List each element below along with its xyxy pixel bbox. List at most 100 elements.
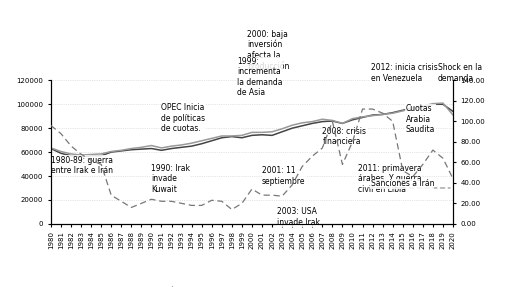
Demanda <box>229 134 235 138</box>
Demanda <box>289 123 295 127</box>
Demanda <box>239 134 245 137</box>
Producción <box>239 136 245 139</box>
Precios años 2018 <box>168 199 175 203</box>
Text: Cuotas
Arabia
Saudita: Cuotas Arabia Saudita <box>406 104 435 134</box>
Precios años 2018 <box>279 195 285 198</box>
Text: 2008: crisis
financiera: 2008: crisis financiera <box>322 127 366 146</box>
Precios años 2018 <box>269 193 275 197</box>
Precios años 2018 <box>88 159 94 162</box>
Text: Sanciones a Irán: Sanciones a Irán <box>371 179 434 188</box>
Demanda <box>219 134 225 138</box>
Producción <box>289 127 295 130</box>
Producción <box>359 116 365 119</box>
Producción <box>179 146 185 149</box>
Demanda <box>48 146 54 150</box>
Precios años 2018 <box>158 199 164 203</box>
Precios años 2018 <box>390 120 396 123</box>
Precios años 2018 <box>350 140 356 144</box>
Precios años 2018 <box>58 132 64 135</box>
Producción <box>299 124 305 127</box>
Demanda <box>269 130 275 133</box>
Demanda <box>279 127 285 131</box>
Producción <box>128 148 134 152</box>
Demanda <box>58 150 64 153</box>
Demanda <box>400 109 406 113</box>
Producción <box>68 154 74 157</box>
Producción <box>158 149 164 152</box>
Producción <box>430 102 436 106</box>
Precios años 2018 <box>239 202 245 205</box>
Text: 2000: baja
inversión
afecta la
producción: 2000: baja inversión afecta la producció… <box>247 30 289 71</box>
Producción <box>78 155 84 159</box>
Demanda <box>189 141 195 145</box>
Producción <box>420 105 426 108</box>
Line: Producción: Producción <box>51 104 453 157</box>
Producción <box>440 102 446 106</box>
Producción <box>249 134 255 137</box>
Precios años 2018 <box>138 202 145 205</box>
Producción <box>138 148 145 151</box>
Precios años 2018 <box>149 197 155 201</box>
Producción <box>259 133 265 137</box>
Demanda <box>209 137 215 140</box>
Text: 1980-89: guerra
entre Irak e Irán: 1980-89: guerra entre Irak e Irán <box>51 156 113 175</box>
Demanda <box>430 102 436 105</box>
Precios años 2018 <box>189 204 195 207</box>
Precios años 2018 <box>209 199 215 202</box>
Precios años 2018 <box>299 165 305 168</box>
Producción <box>229 135 235 138</box>
Precios años 2018 <box>229 208 235 211</box>
Producción <box>319 120 325 123</box>
Precios años 2018 <box>430 148 436 152</box>
Producción <box>410 106 416 110</box>
Producción <box>98 154 104 157</box>
Demanda <box>309 120 316 123</box>
Precios años 2018 <box>340 163 346 166</box>
Text: OPEC Inicia
de políticas
de cuotas.: OPEC Inicia de políticas de cuotas. <box>161 103 206 133</box>
Demanda <box>359 115 365 119</box>
Producción <box>269 134 275 137</box>
Line: Precios años 2018: Precios años 2018 <box>51 109 453 210</box>
Text: 2012: inicia crisis
en Venezuela: 2012: inicia crisis en Venezuela <box>371 63 437 83</box>
Demanda <box>149 144 155 147</box>
Precios años 2018 <box>219 199 225 203</box>
Producción <box>309 122 316 125</box>
Precios años 2018 <box>199 204 205 207</box>
Producción <box>340 122 346 125</box>
Producción <box>279 130 285 133</box>
Demanda <box>138 146 145 149</box>
Demanda <box>249 131 255 134</box>
Precios años 2018 <box>329 120 335 123</box>
Precios años 2018 <box>309 154 316 158</box>
Demanda <box>390 112 396 115</box>
Precios años 2018 <box>420 163 426 166</box>
Precios años 2018 <box>410 175 416 179</box>
Precios años 2018 <box>128 206 134 209</box>
Precios años 2018 <box>450 177 456 181</box>
Producción <box>88 154 94 157</box>
Producción <box>219 136 225 139</box>
Demanda <box>380 113 386 116</box>
Demanda <box>158 146 164 150</box>
Demanda <box>319 117 325 121</box>
Demanda <box>199 139 205 142</box>
Producción <box>400 108 406 112</box>
Demanda <box>370 114 376 117</box>
Precios años 2018 <box>78 152 84 156</box>
Precios años 2018 <box>68 144 74 148</box>
Precios años 2018 <box>118 199 124 203</box>
Text: 2011: primavera
árabes. Y guerra
civil en Libia: 2011: primavera árabes. Y guerra civil e… <box>357 164 421 194</box>
Demanda <box>68 152 74 156</box>
Producción <box>58 152 64 155</box>
Legend: Producción, Demanda, Precios años 2018: Producción, Demanda, Precios años 2018 <box>112 284 352 287</box>
Producción <box>450 110 456 113</box>
Producción <box>380 113 386 116</box>
Precios años 2018 <box>319 146 325 150</box>
Precios años 2018 <box>48 124 54 127</box>
Demanda <box>98 152 104 156</box>
Producción <box>48 147 54 150</box>
Producción <box>108 150 115 154</box>
Text: 2001: 11
septiembre: 2001: 11 septiembre <box>262 166 305 186</box>
Producción <box>168 147 175 150</box>
Producción <box>350 118 356 122</box>
